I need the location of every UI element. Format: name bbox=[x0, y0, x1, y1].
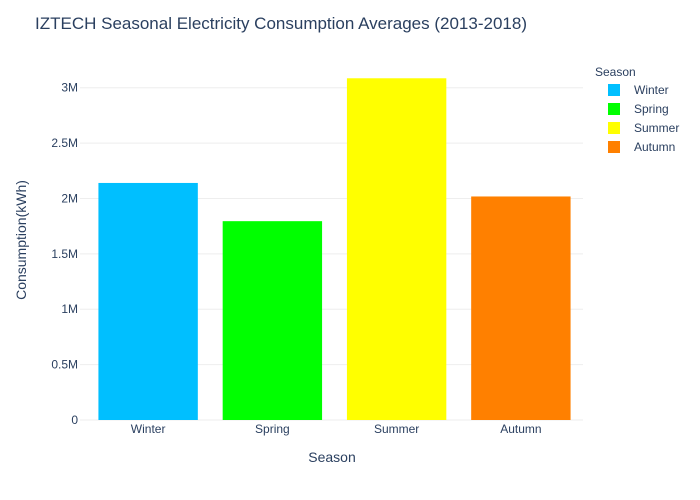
legend: Season Winter Spring Summer Autumn bbox=[595, 65, 679, 154]
y-tick-label: 3M bbox=[61, 81, 78, 95]
legend-label[interactable]: Summer bbox=[634, 121, 679, 135]
x-axis-title: Season bbox=[308, 449, 355, 465]
y-tick-label: 2M bbox=[61, 191, 78, 205]
legend-label[interactable]: Winter bbox=[634, 83, 669, 97]
legend-label[interactable]: Spring bbox=[634, 102, 669, 116]
bar-winter bbox=[98, 182, 198, 420]
legend-swatch bbox=[608, 103, 620, 115]
y-tick-label: 0 bbox=[71, 413, 78, 427]
x-tick-label: Autumn bbox=[500, 422, 541, 436]
y-tick-label: 1.5M bbox=[51, 247, 78, 261]
bar-summer bbox=[346, 78, 447, 421]
y-tick-label: 1M bbox=[61, 302, 78, 316]
x-tick-label: Summer bbox=[374, 422, 419, 436]
legend-title: Season bbox=[595, 65, 636, 79]
legend-swatch bbox=[608, 122, 620, 134]
x-tick-label: Spring bbox=[255, 422, 290, 436]
x-axis: Winter Spring Summer Autumn bbox=[131, 422, 542, 436]
y-axis-title: Consumption(kWh) bbox=[13, 180, 29, 300]
bar-spring bbox=[222, 221, 323, 420]
legend-label[interactable]: Autumn bbox=[634, 140, 675, 154]
legend-swatch bbox=[608, 141, 620, 153]
chart-title: IZTECH Seasonal Electricity Consumption … bbox=[35, 14, 527, 33]
y-tick-label: 2.5M bbox=[51, 136, 78, 150]
x-tick-label: Winter bbox=[131, 422, 166, 436]
bar-autumn bbox=[471, 196, 571, 420]
y-tick-label: 0.5M bbox=[51, 358, 78, 372]
legend-swatch bbox=[608, 84, 620, 96]
bars bbox=[98, 78, 571, 421]
y-axis: 0 0.5M 1M 1.5M 2M 2.5M 3M bbox=[51, 81, 78, 427]
